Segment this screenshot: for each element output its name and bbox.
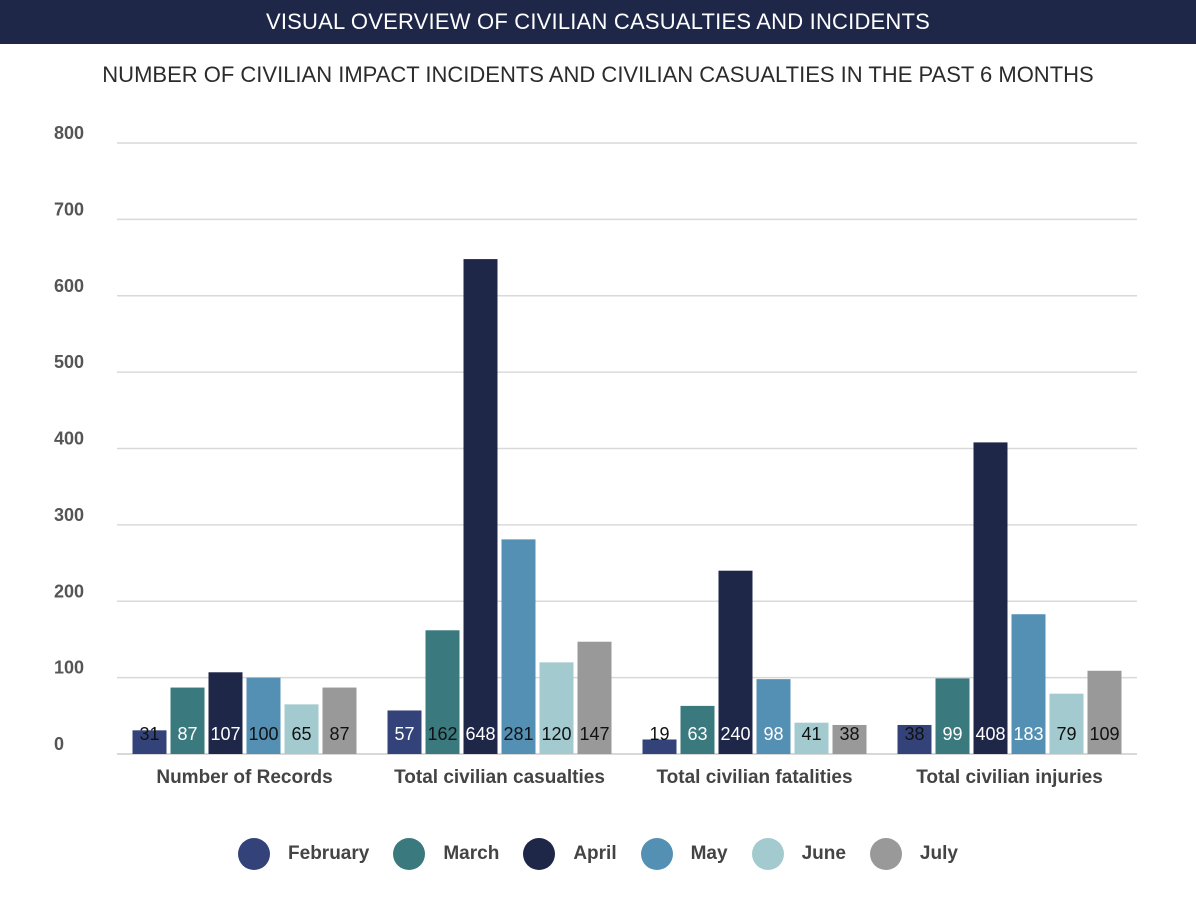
data-label: 65	[291, 724, 311, 744]
data-label: 240	[720, 724, 750, 744]
legend-label: June	[801, 843, 846, 864]
data-label: 107	[210, 724, 240, 744]
data-label: 408	[975, 724, 1005, 744]
bar	[170, 687, 205, 754]
data-label: 57	[394, 724, 414, 744]
data-label: 38	[839, 724, 859, 744]
bar	[935, 678, 970, 754]
bar	[897, 724, 932, 754]
y-tick-label: 100	[54, 658, 84, 678]
legend-swatch	[523, 838, 556, 870]
data-label: 162	[427, 724, 457, 744]
legend-item: March	[393, 838, 499, 870]
chart-legend: February March April May June July	[0, 838, 1196, 870]
title-banner: VISUAL OVERVIEW OF CIVILIAN CASUALTIES A…	[0, 0, 1196, 44]
bar	[539, 662, 574, 754]
bar	[322, 687, 357, 754]
legend-label: July	[919, 843, 958, 864]
data-label: 79	[1056, 724, 1076, 744]
bar	[208, 672, 243, 754]
bar	[642, 739, 677, 754]
legend-swatch	[393, 838, 426, 870]
y-tick-label: 200	[54, 581, 84, 601]
data-label: 281	[503, 724, 533, 744]
y-tick-label: 800	[54, 123, 84, 143]
bar	[1049, 693, 1084, 754]
chart-title: NUMBER OF CIVILIAN IMPACT INCIDENTS AND …	[102, 62, 1094, 87]
legend-item: May	[640, 838, 728, 870]
bar	[577, 641, 612, 754]
bar	[387, 710, 422, 754]
data-label: 87	[177, 724, 197, 744]
bar	[718, 570, 753, 754]
bar	[973, 442, 1008, 754]
data-label: 41	[801, 724, 821, 744]
bar	[1087, 670, 1122, 754]
data-label: 31	[139, 724, 159, 744]
bar	[132, 730, 167, 754]
bar	[794, 722, 829, 754]
legend-swatch	[238, 838, 271, 870]
data-label: 99	[942, 724, 962, 744]
legend-item: July	[869, 838, 958, 870]
legend-label: February	[288, 843, 370, 864]
legend-item: February	[238, 838, 369, 870]
bar	[463, 259, 498, 754]
x-tick-label: Total civilian casualties	[394, 767, 605, 788]
data-label: 38	[904, 724, 924, 744]
y-tick-label: 0	[54, 734, 64, 754]
x-tick-label: Total civilian fatalities	[656, 767, 852, 788]
legend-swatch	[751, 838, 784, 870]
data-label: 87	[329, 724, 349, 744]
bar	[1011, 614, 1046, 754]
data-label: 648	[465, 724, 495, 744]
bar	[680, 705, 715, 754]
data-label: 109	[1089, 724, 1119, 744]
legend-item: June	[751, 838, 846, 870]
legend-label: May	[690, 843, 728, 864]
bar	[756, 679, 791, 754]
y-tick-label: 700	[54, 199, 84, 219]
legend-item: April	[523, 838, 617, 870]
data-label: 147	[579, 724, 609, 744]
data-label: 100	[248, 724, 278, 744]
bar	[284, 704, 319, 754]
data-label: 19	[649, 724, 669, 744]
bar	[832, 724, 867, 754]
x-tick-label: Number of Records	[156, 767, 332, 788]
legend-label: April	[573, 843, 617, 864]
banner-title: VISUAL OVERVIEW OF CIVILIAN CASUALTIES A…	[265, 9, 931, 34]
data-label: 98	[763, 724, 783, 744]
bar	[246, 677, 281, 754]
y-tick-label: 500	[54, 352, 84, 372]
bar	[425, 630, 460, 754]
y-tick-label: 300	[54, 505, 84, 525]
y-tick-label: 400	[54, 429, 84, 449]
data-label: 183	[1013, 724, 1043, 744]
y-tick-label: 600	[54, 276, 84, 296]
legend-swatch	[869, 838, 902, 870]
legend-label: March	[443, 843, 500, 864]
data-label: 120	[541, 724, 571, 744]
legend-swatch	[640, 838, 673, 870]
x-tick-label: Total civilian injuries	[916, 767, 1103, 788]
data-label: 63	[687, 724, 707, 744]
bar	[501, 539, 536, 754]
